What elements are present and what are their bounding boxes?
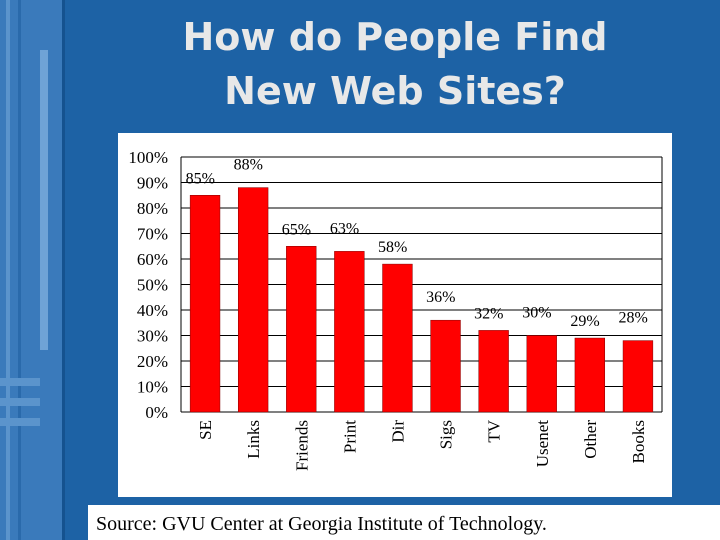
bar: [286, 246, 317, 413]
value-label: 32%: [474, 305, 503, 322]
bar: [334, 251, 365, 413]
bar: [382, 263, 413, 413]
x-tick-label: Dir: [388, 420, 407, 443]
value-label: 29%: [570, 313, 599, 330]
value-label: 36%: [426, 289, 455, 306]
y-tick-label: 30%: [137, 327, 168, 346]
value-label: 85%: [186, 170, 215, 187]
source: Source: GVU Center at Georgia Institute …: [96, 513, 547, 535]
bar: [189, 195, 221, 413]
left-decoration: [0, 0, 65, 540]
value-label: 30%: [522, 305, 551, 322]
bar: [237, 187, 269, 413]
x-tick-label: SE: [196, 420, 215, 440]
x-tick-label: Friends: [292, 420, 311, 471]
y-tick-label: 80%: [137, 199, 168, 218]
y-tick-label: 100%: [128, 148, 168, 167]
y-tick-label: 90%: [137, 174, 168, 193]
y-tick-label: 10%: [137, 378, 168, 397]
y-tick-label: 70%: [137, 225, 168, 244]
bar: [430, 319, 461, 413]
x-tick-label: Sigs: [437, 420, 456, 449]
y-tick-label: 20%: [137, 352, 168, 371]
title-line: How do People Find: [183, 15, 608, 59]
value-label: 58%: [378, 239, 407, 256]
y-tick-label: 60%: [137, 250, 168, 269]
x-tick-label: Links: [244, 420, 263, 459]
value-label: 88%: [234, 157, 263, 174]
value-label: 65%: [282, 221, 311, 238]
x-tick-label: Usenet: [533, 420, 552, 467]
plot: 0% 10% 20% 30% 40% 50% 60% 70% 80% 90% 100% 85% SE 88…: [128, 148, 663, 471]
bar: [622, 340, 654, 413]
value-label: 63%: [330, 220, 359, 237]
x-tick-label: TV: [485, 419, 504, 442]
y-tick-label: 0%: [145, 403, 168, 422]
bar: [574, 337, 606, 413]
title-line: New Web Sites?: [224, 69, 566, 113]
bar: [526, 335, 557, 413]
y-tick-label: 40%: [137, 301, 168, 320]
value-label: 28%: [618, 310, 647, 327]
y-tick-label: 50%: [137, 276, 168, 295]
footer-panel: [88, 505, 720, 540]
x-tick-label: Books: [629, 420, 648, 463]
x-tick-label: Other: [581, 420, 600, 459]
bar: [478, 330, 509, 413]
x-tick-label: Print: [340, 420, 359, 453]
